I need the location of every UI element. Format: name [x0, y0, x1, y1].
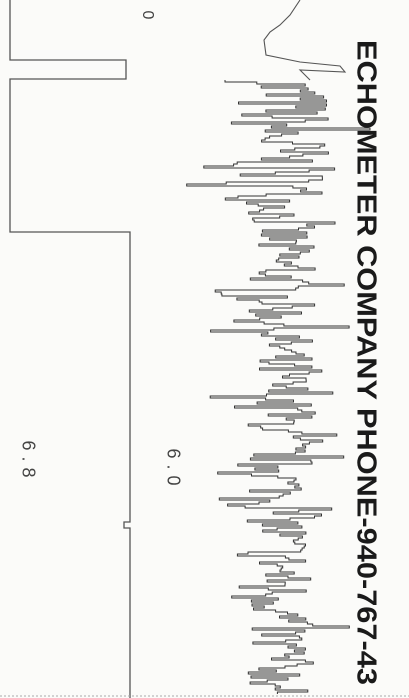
upper-trace: [186, 80, 371, 694]
echo-signal: [186, 80, 371, 694]
upper-trace-head: [263, 0, 347, 81]
company-banner: ECHOMETER COMPANY PHONE-940-767-43: [352, 40, 383, 685]
lower-trace-label: 6.8: [18, 440, 38, 483]
upper-trace-label: 6.0: [163, 448, 183, 491]
lower-trace: [9, 0, 131, 698]
top-label: 0: [139, 11, 156, 20]
